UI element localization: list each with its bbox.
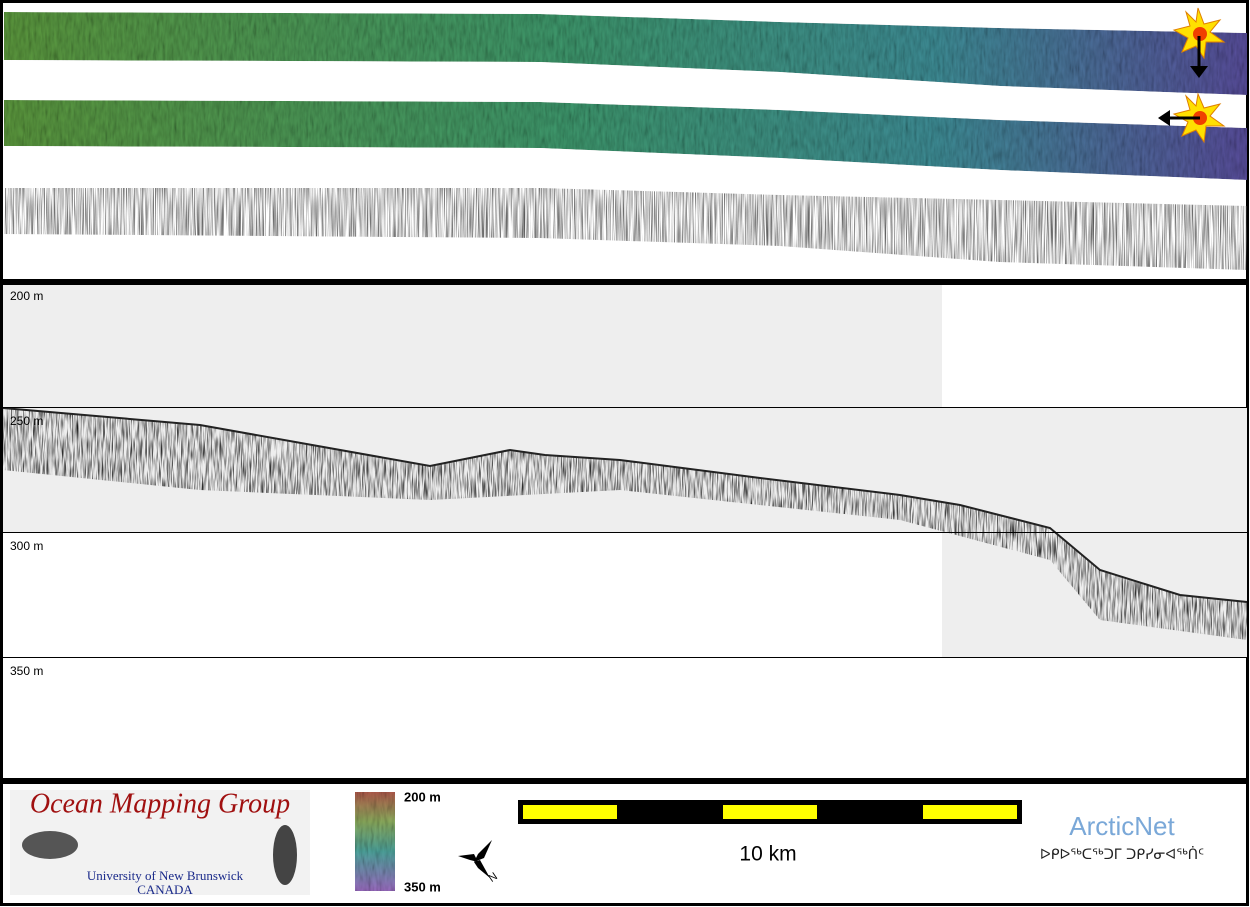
scale-bar: [518, 800, 1022, 824]
depth-label: 300 m: [10, 539, 43, 553]
logo-country: CANADA: [137, 882, 193, 897]
logo-title: Ocean Mapping Group: [30, 788, 290, 819]
sun-icon: [1158, 92, 1226, 144]
backscatter-swath: [4, 188, 1247, 270]
logo-university: University of New Brunswick: [87, 868, 244, 883]
depth-label: 200 m: [10, 289, 43, 303]
seabed-line: [2, 407, 1248, 603]
seabed-echo: [3, 408, 1247, 640]
bathymetry-swath: [4, 100, 1247, 180]
arcticnet-name: ArcticNet: [1069, 811, 1175, 841]
arcticnet-subtitle: ᐅᑭᐅᖅᑕᖅᑐᒥ ᑐᑭᓯᓂᐊᖅᑏᑦ: [1040, 846, 1204, 863]
colorbar-label: 350 m: [404, 879, 441, 894]
depth-label: 250 m: [10, 414, 43, 428]
logo: Ocean Mapping Group University of New Br…: [10, 788, 310, 897]
colorbar-label: 200 m: [404, 789, 441, 804]
depth-label: 350 m: [10, 664, 43, 678]
colorbar: [355, 792, 395, 891]
bathymetry-swath: [4, 12, 1247, 95]
sun-icon: [1172, 7, 1226, 78]
scale-label: 10 km: [739, 843, 796, 866]
